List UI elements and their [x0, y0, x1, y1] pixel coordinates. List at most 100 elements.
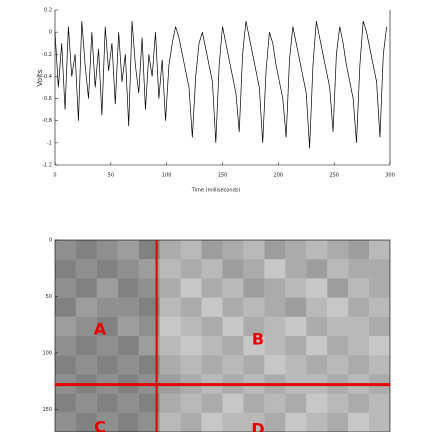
recurrence-cell	[201, 336, 223, 356]
recurrence-cell	[75, 278, 97, 298]
recurrence-cell	[285, 393, 307, 413]
recurrence-cell	[201, 316, 223, 336]
region-label: C	[94, 418, 106, 432]
recurrence-cell	[327, 240, 349, 260]
y-tick-label: 50	[46, 294, 52, 300]
recurrence-cell	[285, 297, 307, 317]
recurrence-cell	[264, 355, 286, 375]
recurrence-cell	[243, 355, 265, 375]
recurrence-cell	[369, 278, 390, 298]
recurrence-cell	[369, 316, 390, 336]
x-tick-label: 250	[329, 173, 339, 179]
recurrence-cell	[138, 278, 160, 298]
recurrence-cell	[117, 355, 139, 375]
recurrence-cell	[117, 240, 139, 260]
recurrence-cell	[306, 240, 328, 260]
recurrence-cell	[264, 336, 286, 356]
recurrence-cell	[96, 412, 118, 432]
recurrence-cell	[348, 316, 370, 336]
recurrence-cell	[159, 259, 181, 279]
recurrence-cell	[222, 316, 244, 336]
recurrence-cell	[306, 393, 328, 413]
recurrence-cell	[138, 259, 160, 279]
recurrence-cell	[117, 393, 139, 413]
recurrence-cell	[369, 240, 390, 260]
recurrence-cell	[138, 316, 160, 336]
recurrence-cell	[306, 278, 328, 298]
recurrence-cell	[55, 412, 76, 432]
recurrence-cell	[180, 355, 202, 375]
recurrence-cell	[159, 278, 181, 298]
recurrence-cell	[306, 355, 328, 375]
recurrence-cell	[327, 336, 349, 356]
recurrence-cell	[75, 336, 97, 356]
y-axis-label: Volts	[36, 69, 44, 86]
y-tick-label: 0	[49, 30, 52, 36]
recurrence-cell	[55, 336, 76, 356]
recurrence-cell	[348, 336, 370, 356]
recurrence-cell	[222, 336, 244, 356]
recurrence-cell	[180, 316, 202, 336]
recurrence-cell	[243, 259, 265, 279]
recurrence-cell	[201, 240, 223, 260]
recurrence-cell	[264, 297, 286, 317]
recurrence-cell	[159, 297, 181, 317]
recurrence-cell	[348, 240, 370, 260]
recurrence-cell	[264, 278, 286, 298]
recurrence-cell	[117, 259, 139, 279]
recurrence-cell	[117, 336, 139, 356]
y-tick-label: 0	[49, 238, 52, 244]
y-tick-label: -1	[47, 140, 52, 146]
recurrence-cell	[243, 297, 265, 317]
recurrence-cell	[369, 336, 390, 356]
y-tick-label: 0.2	[44, 8, 52, 14]
recurrence-cell	[96, 259, 118, 279]
recurrence-cell	[264, 259, 286, 279]
recurrence-cell	[285, 240, 307, 260]
recurrence-cell	[285, 259, 307, 279]
y-tick-label: -0.2	[42, 52, 52, 58]
recurrence-cell	[348, 259, 370, 279]
recurrence-cell	[285, 278, 307, 298]
y-tick-label: 100	[42, 350, 52, 356]
recurrence-cell	[285, 355, 307, 375]
recurrence-cell	[285, 336, 307, 356]
recurrence-cell	[243, 278, 265, 298]
recurrence-cell	[243, 316, 265, 336]
recurrence-cell	[201, 355, 223, 375]
y-tick-label: -1.2	[42, 163, 52, 169]
recurrence-cell	[306, 316, 328, 336]
recurrence-cell	[243, 393, 265, 413]
recurrence-cell	[180, 297, 202, 317]
recurrence-cell	[55, 297, 76, 317]
recurrence-cell	[159, 336, 181, 356]
recurrence-cell	[159, 393, 181, 413]
recurrence-cell	[243, 240, 265, 260]
recurrence-cell	[243, 336, 265, 356]
y-tick-label: 150	[42, 407, 52, 413]
region-label: D	[251, 420, 264, 432]
recurrence-cell	[306, 297, 328, 317]
recurrence-cell	[201, 278, 223, 298]
recurrence-cell	[75, 316, 97, 336]
recurrence-cell	[180, 259, 202, 279]
recurrence-cell	[117, 297, 139, 317]
recurrence-cell	[96, 336, 118, 356]
recurrence-cell	[327, 355, 349, 375]
recurrence-cell	[75, 393, 97, 413]
recurrence-cell	[55, 316, 76, 336]
signal-line	[54, 20, 387, 149]
x-tick-label: 300	[385, 173, 395, 179]
recurrence-cell	[369, 393, 390, 413]
recurrence-cell	[138, 355, 160, 375]
recurrence-cell	[75, 297, 97, 317]
recurrence-cell	[117, 412, 139, 432]
recurrence-cell	[180, 278, 202, 298]
recurrence-cell	[222, 278, 244, 298]
recurrence-cell	[348, 297, 370, 317]
recurrence-cell	[96, 316, 118, 336]
x-tick-label: 100	[162, 173, 172, 179]
recurrence-cell	[96, 240, 118, 260]
